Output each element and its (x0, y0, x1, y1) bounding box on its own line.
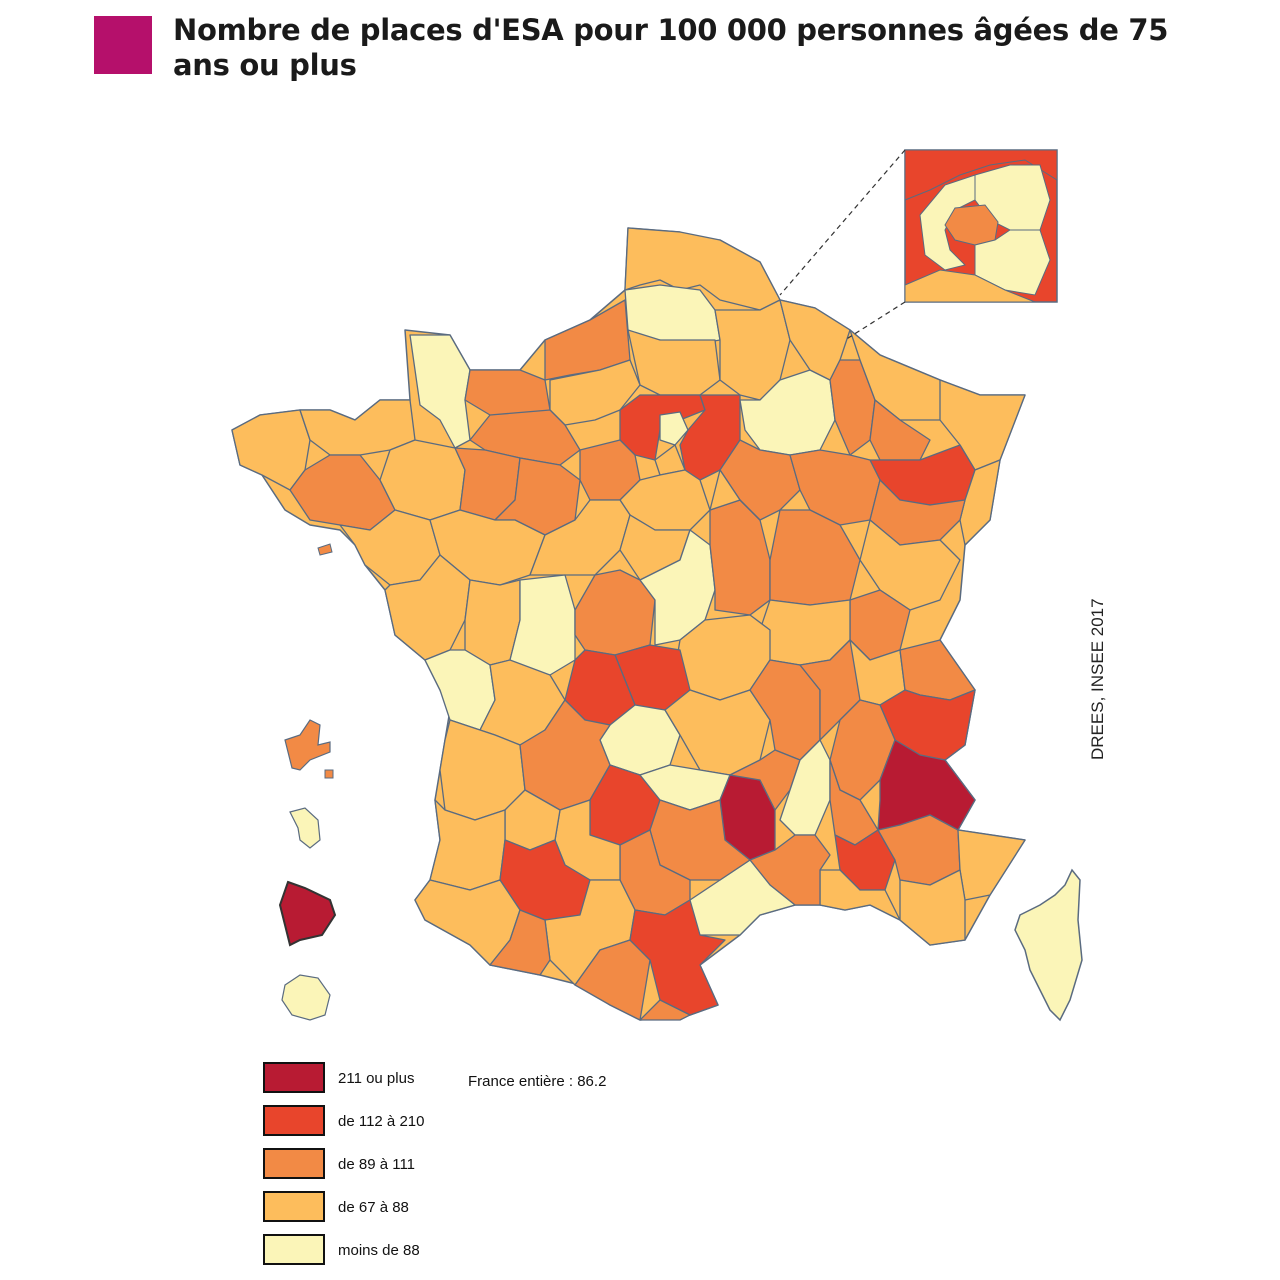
region-charente-maritime (424, 649, 496, 731)
inset-val-d-oise (904, 149, 1058, 201)
legend-label: de 67 à 88 (338, 1199, 409, 1216)
region-corse (1014, 868, 1083, 1022)
legend-label: de 89 à 111 (338, 1156, 416, 1173)
region-paris-inner (659, 411, 689, 446)
map-title: Nombre de places d'ESA pour 100 000 pers… (173, 13, 1169, 82)
legend-swatch (263, 1148, 325, 1179)
region-guadeloupe (284, 719, 331, 771)
region-pyrenees-orientales (639, 999, 691, 1021)
region-la-reunion (281, 974, 331, 1021)
region-vienne (509, 574, 576, 676)
region-hautes-pyrenees (489, 909, 551, 976)
title-color-marker (94, 16, 152, 74)
legend-label: de 112 à 210 (338, 1113, 425, 1130)
legend-swatch (263, 1191, 325, 1222)
legend-swatch (263, 1062, 325, 1093)
region-yonne (709, 469, 761, 521)
region-aude (629, 899, 726, 1016)
region-martinique (289, 807, 321, 849)
region-var (899, 869, 966, 946)
legend-label: 211 ou plus (338, 1070, 415, 1087)
region-nord (624, 227, 781, 311)
inset-connector-bottom (844, 301, 906, 341)
france-total-label: France entière : 86.2 (468, 1073, 607, 1090)
island-belle-ile (317, 543, 333, 556)
inset-connector-top (779, 149, 906, 296)
region-bouches-du-rhone (819, 869, 901, 921)
legend-label: moins de 88 (338, 1242, 420, 1259)
region-indre (574, 569, 656, 656)
paris-inset (779, 149, 1058, 341)
legend-swatch (263, 1105, 325, 1136)
inset-paris (944, 204, 999, 246)
legend-swatch (263, 1234, 325, 1265)
region-manche (409, 334, 471, 449)
region-haute-savoie (899, 639, 976, 701)
region-puy-de-dome (664, 689, 771, 776)
source-label: DREES, INSEE 2017 (1088, 598, 1107, 760)
region-somme (627, 329, 721, 396)
region-alpes-maritimes (957, 829, 1026, 901)
region-guadeloupe-islet (324, 769, 334, 779)
region-guyane (278, 880, 337, 947)
